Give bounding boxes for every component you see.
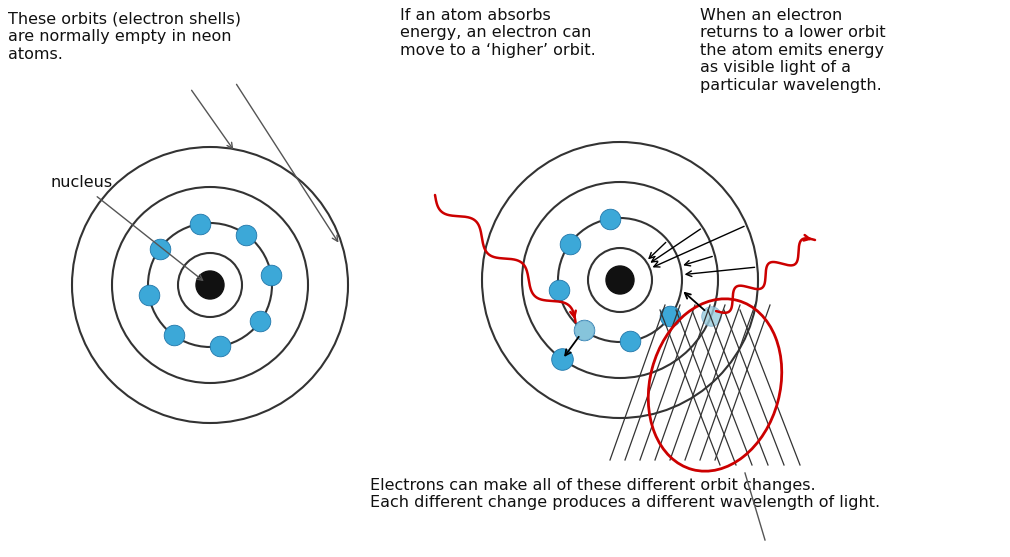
Point: [264, 271, 280, 280]
Point: [192, 219, 208, 228]
Text: If an atom absorbs
energy, an electron can
move to a ‘higher’ orbit.: If an atom absorbs energy, an electron c…: [400, 8, 596, 58]
Point: [152, 244, 168, 253]
Point: [238, 231, 255, 240]
Point: [576, 326, 592, 335]
Text: These orbits (electron shells)
are normally empty in neon
atoms.: These orbits (electron shells) are norma…: [8, 12, 241, 62]
Text: When an electron
returns to a lower orbit
the atom emits energy
as visible light: When an electron returns to a lower orbi…: [700, 8, 886, 92]
Point: [140, 290, 157, 299]
Point: [663, 312, 679, 321]
Text: nucleus: nucleus: [50, 175, 112, 190]
Text: Electrons can make all of these different orbit changes.
Each different change p: Electrons can make all of these differen…: [370, 478, 880, 510]
Point: [550, 285, 567, 294]
Point: [554, 355, 571, 364]
Circle shape: [196, 271, 224, 299]
Point: [252, 317, 269, 326]
Point: [212, 342, 228, 351]
Circle shape: [606, 266, 634, 294]
Point: [562, 239, 578, 248]
Point: [166, 331, 182, 340]
Point: [703, 311, 719, 320]
Point: [602, 214, 618, 223]
Point: [621, 337, 637, 346]
Point: [576, 326, 592, 335]
